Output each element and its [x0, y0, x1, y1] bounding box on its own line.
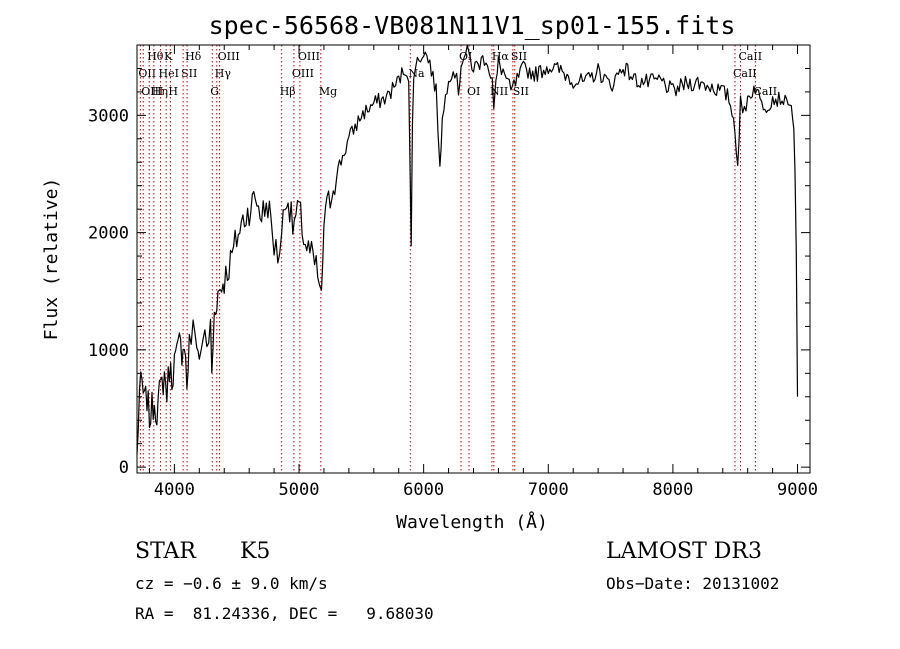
x-tick-label: 6000: [403, 480, 444, 500]
line-label-13: OIII: [298, 50, 320, 63]
y-axis-label: Flux (relative): [41, 178, 62, 341]
x-axis-label: Wavelength (Å): [396, 511, 548, 533]
x-tick-label: 7000: [528, 480, 569, 500]
y-tick-label: 3000: [88, 106, 129, 126]
object-subclass: K5: [240, 539, 271, 564]
line-label-16: Na: [408, 67, 425, 80]
y-tick-label: 0: [119, 458, 129, 478]
redshift-value: cz = −0.6 ± 9.0 km/s: [135, 574, 328, 593]
line-label-2: OIII: [141, 85, 163, 98]
line-label-0: Hθ: [147, 50, 164, 63]
spectrum-series-line: [136, 44, 799, 455]
x-tick-label: 4000: [154, 480, 195, 500]
line-label-18: OI: [467, 85, 480, 98]
line-label-11: G: [210, 85, 219, 98]
line-label-6: H: [168, 85, 178, 98]
y-tick-label: 2000: [88, 224, 129, 244]
x-axis-ticks: 4000 5000 6000 7000 8000 9000: [148, 45, 818, 500]
object-class: STAR: [135, 539, 196, 564]
line-label-8: Hδ: [185, 50, 202, 63]
line-label-12: Hβ: [280, 85, 296, 98]
y-axis-ticks: 0 1000 2000 3000: [88, 67, 810, 478]
coordinates: RA = 81.24336, DEC = 9.68030: [135, 604, 434, 623]
line-label-9: OIII: [218, 50, 240, 63]
chart-title: spec-56568-VB081N11V1_sp01-155.fits: [209, 11, 736, 40]
line-label-14: OIII: [292, 67, 314, 80]
line-label-4: K: [164, 50, 173, 63]
line-label-15: Mg: [319, 85, 337, 98]
line-label-23: CaII: [733, 67, 757, 80]
line-label-25: CaII: [753, 85, 777, 98]
line-label-22: SII: [513, 85, 529, 98]
y-tick-label: 1000: [88, 341, 129, 361]
line-label-21: SII: [511, 50, 527, 63]
line-label-24: CaII: [738, 50, 762, 63]
line-label-19: Hα: [492, 50, 510, 63]
line-label-5: HeI: [159, 67, 179, 80]
x-tick-label: 9000: [777, 480, 818, 500]
observation-date: Obs−Date: 20131002: [606, 574, 780, 593]
line-label-3: Hη: [152, 85, 168, 98]
survey-name: LAMOST DR3: [606, 539, 762, 564]
line-label-7: SII: [181, 67, 197, 80]
x-tick-label: 8000: [652, 480, 693, 500]
line-label-10: Hγ: [215, 67, 232, 80]
plot-frame: [136, 44, 811, 474]
x-tick-label: 5000: [279, 480, 320, 500]
